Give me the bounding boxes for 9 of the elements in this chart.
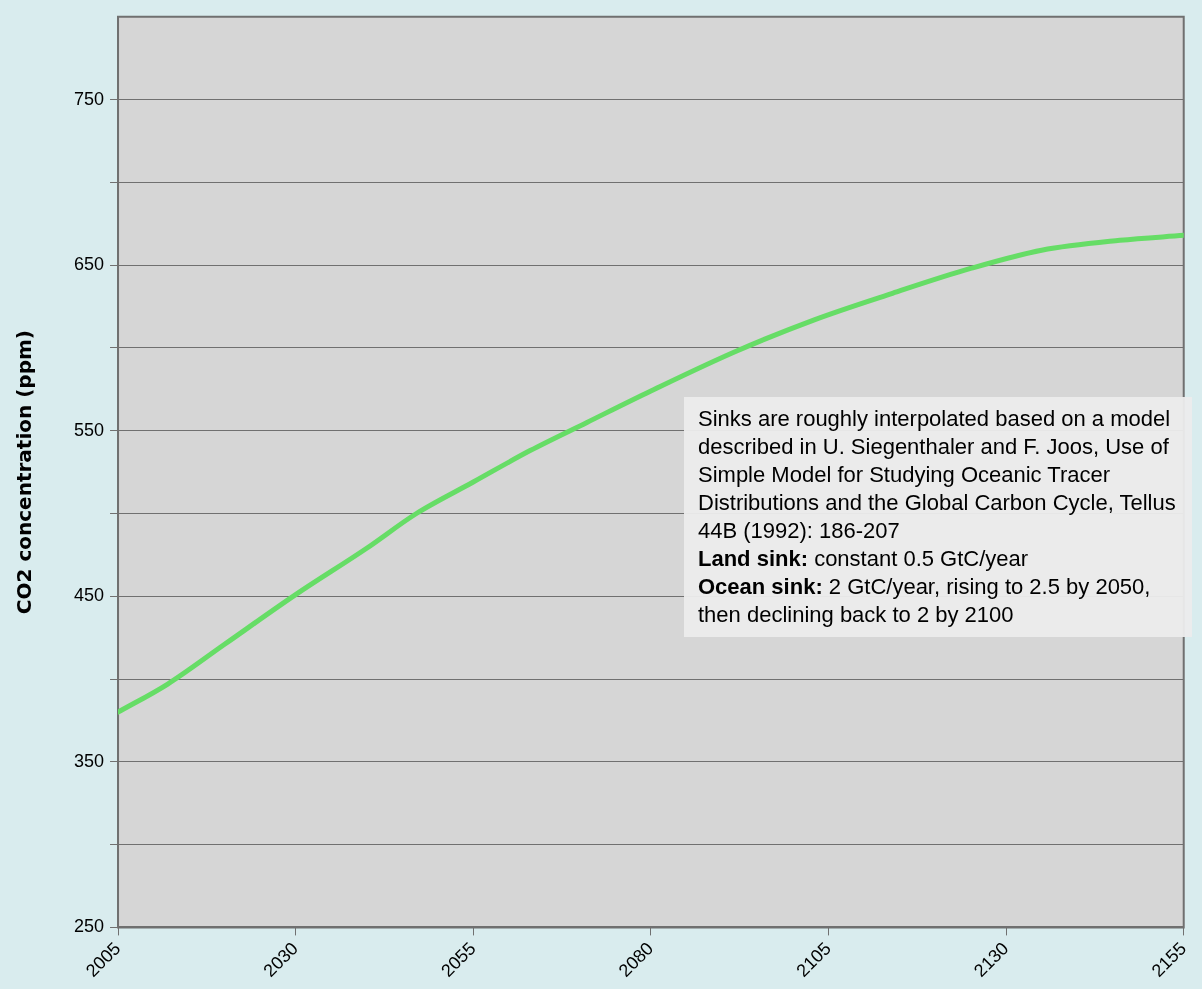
y-tick-label: 550 — [73, 419, 105, 440]
y-tick-label: 450 — [73, 585, 105, 606]
y-tick-label: 350 — [73, 750, 105, 771]
y-tick-label: 750 — [73, 88, 105, 109]
annotation: Ocean sink: 2 GtC/year, rising to 2.5 by 2050, then declining back to 2 by 2100 — [698, 573, 1152, 629]
annotation: Land sink: constant 0.5 GtC/year — [698, 545, 1030, 573]
y-tick-label: 250 — [73, 916, 105, 937]
y-axis-title: CO2 concentration (ppm) — [12, 330, 37, 615]
y-tick-label: 650 — [73, 254, 105, 275]
